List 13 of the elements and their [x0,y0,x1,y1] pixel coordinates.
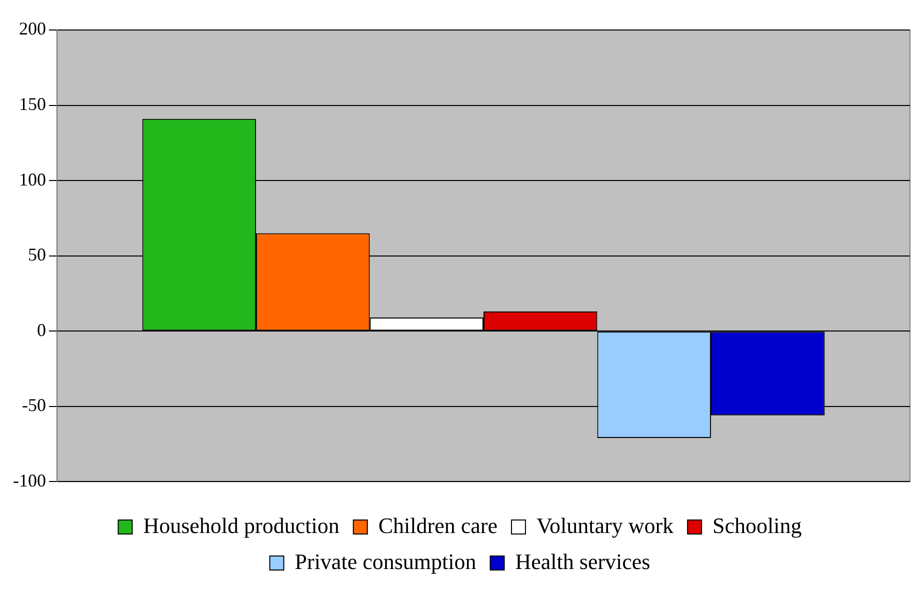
y-tick-label: -50 [22,395,46,416]
y-tick-label: 50 [28,244,46,265]
legend-label: Children care [378,512,498,538]
legend-label: Household production [143,512,340,538]
legend-label: Schooling [712,512,802,538]
legend-label: Private consumption [294,548,476,574]
y-tick-label: 150 [18,94,46,114]
y-tick-label: 0 [36,320,46,340]
y-tick-label: -100 [12,470,46,490]
y-tick-label: 100 [18,169,46,190]
legend-label: Health services [515,548,650,574]
legend-label: Voluntary work [536,512,674,538]
y-tick-label: 200 [18,18,46,39]
